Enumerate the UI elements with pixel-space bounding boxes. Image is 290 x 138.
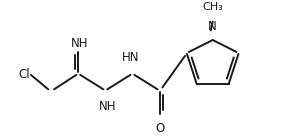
- Text: HN: HN: [122, 51, 139, 64]
- Text: CH₃: CH₃: [202, 2, 223, 12]
- Text: Cl: Cl: [18, 68, 30, 81]
- Text: N: N: [208, 20, 217, 33]
- Text: O: O: [155, 122, 164, 135]
- Text: NH: NH: [99, 100, 116, 113]
- Text: NH: NH: [70, 37, 88, 50]
